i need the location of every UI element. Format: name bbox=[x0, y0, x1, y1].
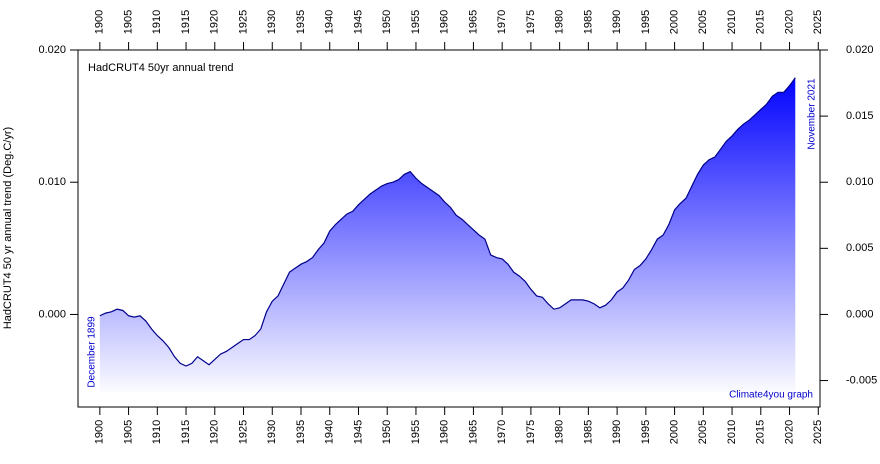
x-tick-label: 2020 bbox=[783, 10, 795, 34]
x-tick-label: 1990 bbox=[611, 10, 623, 34]
annotation: December 1899 bbox=[87, 316, 98, 388]
x-tick-label: 1930 bbox=[266, 10, 278, 34]
x-tick-label: 1905 bbox=[122, 420, 134, 444]
x-tick-label: 1940 bbox=[324, 10, 336, 34]
x-tick-label: 1970 bbox=[496, 10, 508, 34]
x-tick-label: 1990 bbox=[611, 420, 623, 444]
x-tick-label: 1905 bbox=[122, 10, 134, 34]
x-tick-label: 1985 bbox=[582, 420, 594, 444]
y-tick-label: 0.010 bbox=[38, 176, 66, 188]
x-tick-label: 1930 bbox=[266, 420, 278, 444]
x-tick-label: 1980 bbox=[554, 420, 566, 444]
y-tick-label: 0.000 bbox=[38, 308, 66, 320]
x-tick-label: 1915 bbox=[180, 10, 192, 34]
y2-tick-label: 0.020 bbox=[846, 44, 874, 56]
y2-tick-label: 0.005 bbox=[846, 242, 874, 254]
x-tick-label: 1940 bbox=[324, 420, 336, 444]
annotation: November 2021 bbox=[807, 78, 818, 150]
x-tick-label: 1960 bbox=[439, 10, 451, 34]
x-tick-label: 1985 bbox=[582, 10, 594, 34]
x-tick-label: 2000 bbox=[668, 10, 680, 34]
x-tick-label: 2025 bbox=[812, 10, 824, 34]
x-tick-label: 1950 bbox=[381, 420, 393, 444]
x-tick-label: 1920 bbox=[209, 10, 221, 34]
x-tick-label: 1925 bbox=[237, 10, 249, 34]
x-tick-label: 2015 bbox=[755, 420, 767, 444]
x-tick-label: 1945 bbox=[352, 420, 364, 444]
x-tick-label: 1965 bbox=[467, 10, 479, 34]
x-tick-label: 1955 bbox=[410, 420, 422, 444]
x-tick-label: 2010 bbox=[726, 10, 738, 34]
x-tick-label: 1970 bbox=[496, 420, 508, 444]
y2-tick-label: 0.010 bbox=[846, 176, 874, 188]
x-tick-label: 1995 bbox=[640, 420, 652, 444]
y2-tick-label: 0.015 bbox=[846, 110, 874, 122]
y2-tick-label: -0.005 bbox=[846, 374, 877, 386]
y2-tick-label: 0.000 bbox=[846, 308, 874, 320]
y-axis-label: HadCRUT4 50 yr annual trend (Deg.C/yr) bbox=[2, 127, 14, 329]
x-tick-label: 1915 bbox=[180, 420, 192, 444]
x-tick-label: 1960 bbox=[439, 420, 451, 444]
x-tick-label: 1935 bbox=[295, 420, 307, 444]
x-tick-label: 1910 bbox=[151, 10, 163, 34]
x-tick-label: 1935 bbox=[295, 10, 307, 34]
x-tick-label: 1925 bbox=[237, 420, 249, 444]
area-fill bbox=[99, 77, 796, 393]
x-tick-label: 1900 bbox=[94, 420, 106, 444]
trend-line bbox=[99, 77, 796, 367]
x-tick-label: 1910 bbox=[151, 420, 163, 444]
x-tick-label: 1920 bbox=[209, 420, 221, 444]
chart-title: HadCRUT4 50yr annual trend bbox=[88, 62, 234, 74]
x-tick-label: 2005 bbox=[697, 420, 709, 444]
x-tick-label: 2005 bbox=[697, 10, 709, 34]
x-tick-label: 1975 bbox=[525, 420, 537, 444]
x-tick-label: 1955 bbox=[410, 10, 422, 34]
x-tick-label: 2015 bbox=[755, 10, 767, 34]
x-tick-label: 1900 bbox=[94, 10, 106, 34]
x-tick-label: 1975 bbox=[525, 10, 537, 34]
x-tick-label: 2000 bbox=[668, 420, 680, 444]
x-tick-label: 2025 bbox=[812, 420, 824, 444]
annotation: Climate4you graph bbox=[729, 390, 813, 401]
x-tick-label: 1965 bbox=[467, 420, 479, 444]
x-tick-label: 2020 bbox=[783, 420, 795, 444]
y-tick-label: 0.020 bbox=[38, 44, 66, 56]
x-tick-label: 2010 bbox=[726, 420, 738, 444]
x-tick-label: 1950 bbox=[381, 10, 393, 34]
x-tick-label: 1945 bbox=[352, 10, 364, 34]
x-tick-label: 1995 bbox=[640, 10, 652, 34]
x-tick-label: 1980 bbox=[554, 10, 566, 34]
